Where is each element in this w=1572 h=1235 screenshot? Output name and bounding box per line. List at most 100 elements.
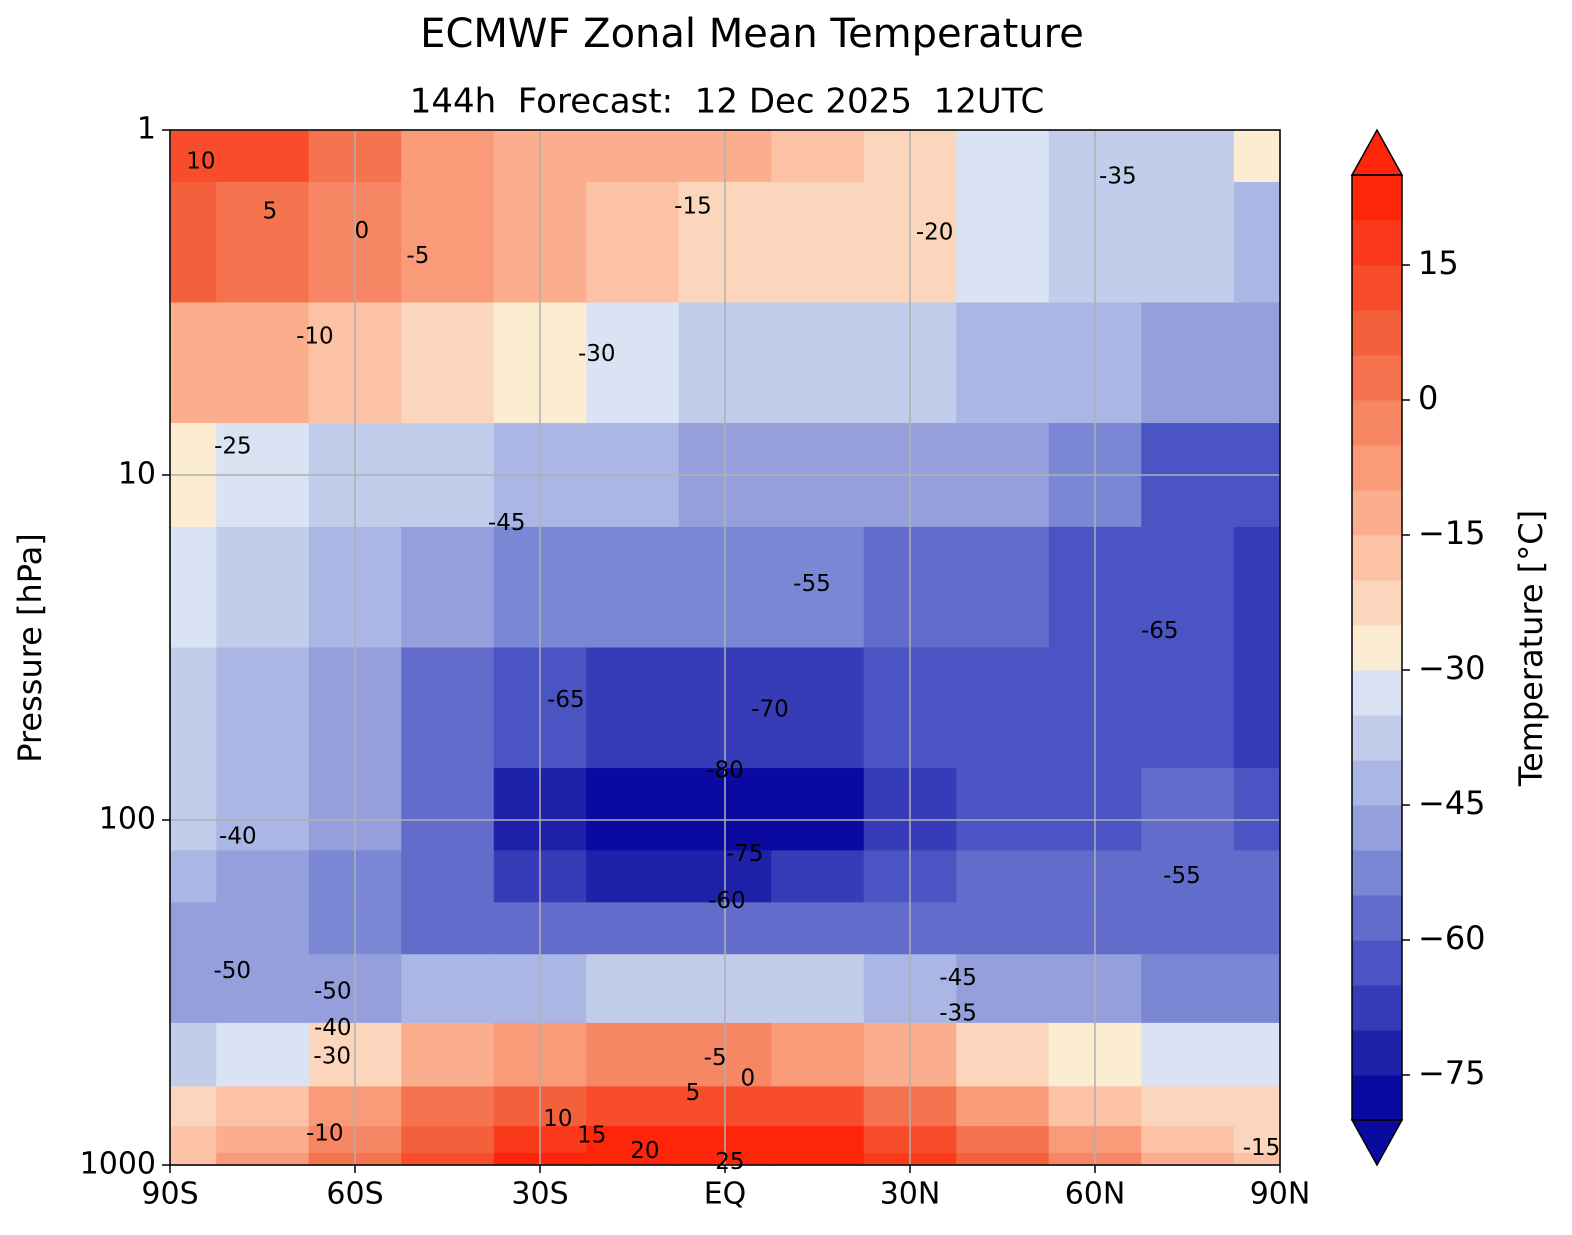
field-cell xyxy=(1141,1086,1235,1127)
field-cell xyxy=(401,954,495,1024)
field-cell xyxy=(216,1126,310,1154)
field-cell xyxy=(1233,1152,1281,1166)
contour-label: -5 xyxy=(406,243,429,269)
contour-label: -55 xyxy=(1163,863,1201,889)
field-cell xyxy=(956,302,1050,424)
colorbar-band xyxy=(1352,940,1402,986)
field-cell xyxy=(170,526,217,649)
field-cell xyxy=(401,768,495,851)
contour-label: -40 xyxy=(219,823,257,849)
colorbar-label: Temperature [°C] xyxy=(1512,510,1550,787)
field-cell xyxy=(956,1152,1050,1166)
field-cell xyxy=(586,181,680,304)
contour-label: -15 xyxy=(1243,1135,1281,1161)
contour-label: -35 xyxy=(939,1000,977,1026)
field-cell xyxy=(401,130,495,183)
contour-label: -25 xyxy=(214,434,252,460)
colorbar-band xyxy=(1352,625,1402,671)
field-cell xyxy=(771,130,865,183)
field-cell xyxy=(1233,302,1281,424)
field-cell xyxy=(170,954,217,1024)
field-cell xyxy=(586,768,680,851)
contour-label: -70 xyxy=(751,697,789,723)
field-cell xyxy=(170,850,217,903)
field-cell xyxy=(771,526,865,649)
field-cell xyxy=(216,130,310,183)
field-cell xyxy=(771,1022,865,1087)
field-cell xyxy=(216,1022,310,1087)
contour-label: -60 xyxy=(708,888,746,914)
field-cell xyxy=(586,526,680,649)
field-cell xyxy=(1141,954,1235,1024)
field-cell xyxy=(216,302,310,424)
field-cell xyxy=(586,130,680,183)
field-cell xyxy=(771,302,865,424)
x-tick-label: 90N xyxy=(1250,1177,1311,1212)
field-cell xyxy=(170,1126,217,1154)
field-cell xyxy=(170,302,217,424)
colorbar-tick-label: −75 xyxy=(1418,1054,1486,1092)
colorbar-tick-label: −60 xyxy=(1418,919,1486,957)
colorbar-band xyxy=(1352,985,1402,1031)
field-cell xyxy=(1233,181,1281,304)
contour-label: 15 xyxy=(577,1122,606,1148)
y-tick-label: 1000 xyxy=(80,1147,156,1182)
colorbar-band xyxy=(1352,490,1402,536)
field-cell xyxy=(586,954,680,1024)
contour-label: -65 xyxy=(1141,618,1179,644)
field-cell xyxy=(1141,526,1235,649)
colorbar-band xyxy=(1352,850,1402,896)
colorbar-band xyxy=(1352,175,1402,221)
field-cell xyxy=(401,1152,495,1166)
field-cell xyxy=(586,902,680,955)
field-cell xyxy=(1141,181,1235,304)
x-tick-label: 60S xyxy=(326,1177,383,1212)
field-cell xyxy=(956,1126,1050,1154)
y-tick-label: 1 xyxy=(137,112,156,147)
field-cell xyxy=(956,181,1050,304)
field-cell xyxy=(771,768,865,851)
field-cell xyxy=(170,1022,217,1087)
field-cell xyxy=(216,850,310,903)
field-cell xyxy=(956,954,1050,1024)
field-cell xyxy=(771,954,865,1024)
colorbar-band xyxy=(1352,265,1402,311)
field-cell xyxy=(1233,130,1281,183)
contour-label: 0 xyxy=(740,1065,755,1091)
field-cell xyxy=(586,647,680,769)
colorbar-band xyxy=(1352,535,1402,581)
contour-label: 10 xyxy=(186,149,215,175)
field-cell xyxy=(956,850,1050,903)
field-cell xyxy=(1233,954,1281,1024)
field-cell xyxy=(1141,647,1235,769)
field-cell xyxy=(1141,302,1235,424)
field-cell xyxy=(956,1086,1050,1127)
field-cell xyxy=(401,902,495,955)
field-cell xyxy=(170,130,217,183)
contour-label: -10 xyxy=(306,1120,344,1146)
contour-label: 25 xyxy=(715,1149,744,1175)
field-cell xyxy=(170,1152,217,1166)
field-cell xyxy=(170,1086,217,1127)
field-cell xyxy=(1233,850,1281,903)
contour-label: -45 xyxy=(488,510,526,536)
colorbar-band xyxy=(1352,1030,1402,1076)
chart-subtitle: 144h Forecast: 12 Dec 2025 12UTC xyxy=(410,82,1044,122)
colorbar-band xyxy=(1352,445,1402,491)
field-cell xyxy=(401,850,495,903)
y-tick-label: 100 xyxy=(99,802,156,837)
field-cell xyxy=(170,181,217,304)
field-cell xyxy=(956,130,1050,183)
contour-label: -55 xyxy=(793,571,831,597)
contour-label: -35 xyxy=(1099,164,1137,190)
field-cell xyxy=(956,768,1050,851)
colorbar-extend-min xyxy=(1350,1119,1404,1167)
y-axis-label: Pressure [hPa] xyxy=(11,533,49,763)
contour-label: -50 xyxy=(314,978,352,1004)
colorbar-band xyxy=(1352,1075,1402,1121)
x-tick-label: EQ xyxy=(704,1177,747,1212)
contour-label: -15 xyxy=(674,193,712,219)
field-cell xyxy=(586,1086,680,1127)
